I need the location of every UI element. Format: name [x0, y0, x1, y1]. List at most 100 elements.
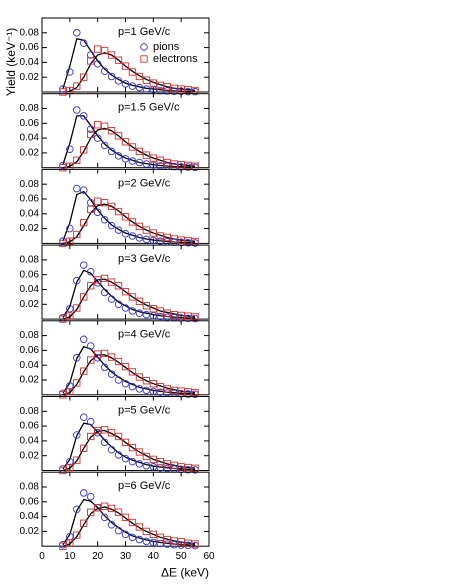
y-tick-label: 0.08	[20, 179, 40, 190]
y-tick-label: 0.02	[20, 299, 40, 310]
electron-marker	[170, 311, 178, 319]
electron-marker	[107, 202, 116, 211]
electron-marker	[135, 297, 144, 305]
pion-marker	[149, 463, 158, 471]
electron-marker	[135, 72, 144, 81]
electron-marker	[170, 386, 178, 395]
pion-marker	[86, 417, 95, 426]
pion-marker	[73, 184, 81, 193]
pion-marker	[93, 354, 102, 362]
electron-marker	[114, 207, 123, 216]
electron-marker	[114, 282, 123, 290]
electron-marker	[114, 508, 123, 516]
panel-label: p=1.5 GeV/c	[118, 102, 180, 114]
electron-marker	[177, 463, 185, 471]
electron-marker	[184, 388, 192, 396]
electron-marker	[59, 315, 67, 323]
electron-marker	[114, 432, 123, 441]
electron-marker	[128, 68, 137, 76]
electron-marker	[80, 73, 88, 81]
electron-marker	[163, 460, 171, 468]
electron-marker	[121, 288, 130, 296]
electron-marker	[163, 83, 171, 91]
pion-marker	[128, 533, 137, 542]
panel-label: p=2 GeV/c	[118, 177, 171, 189]
electron-marker	[163, 158, 171, 167]
electron-marker	[59, 239, 67, 248]
electron-marker	[142, 527, 151, 536]
x-tick-label: 50	[176, 551, 188, 562]
pion-marker	[149, 538, 158, 547]
pion-marker	[121, 155, 130, 163]
y-tick-label: 0.08	[20, 330, 40, 341]
pion-marker	[86, 125, 95, 133]
electron-marker	[59, 391, 67, 399]
electron-marker	[73, 531, 81, 539]
pion-marker	[79, 39, 88, 47]
pion-marker	[114, 77, 123, 85]
y-tick-label: 0.04	[20, 436, 40, 447]
pion-marker	[86, 492, 95, 501]
electron-marker	[107, 278, 116, 286]
pion-marker	[128, 382, 137, 391]
electron-marker	[80, 367, 88, 375]
pion-marker	[142, 235, 151, 244]
electron-marker	[128, 293, 137, 301]
electron-marker	[184, 86, 192, 94]
pion-marker	[142, 386, 151, 395]
electron-marker	[73, 304, 81, 312]
pion-marker	[128, 157, 137, 165]
x-tick-label: 30	[120, 551, 132, 562]
electron-marker	[121, 363, 130, 371]
electron-marker	[191, 313, 199, 321]
pion-marker	[135, 83, 144, 92]
electron-marker	[80, 519, 88, 527]
y-tick-label: 0.08	[20, 482, 40, 493]
y-tick-label: 0.06	[20, 496, 40, 507]
y-tick-label: 0.02	[20, 526, 40, 537]
pion-marker	[79, 261, 88, 269]
pion-marker	[73, 431, 81, 439]
pion-marker	[135, 234, 144, 242]
pion-marker	[73, 29, 81, 37]
pion-marker	[107, 295, 116, 303]
electron-marker	[107, 51, 116, 59]
pion-marker	[121, 379, 130, 388]
pion-marker	[128, 232, 137, 240]
pion-marker	[100, 363, 109, 372]
electron-marker	[66, 388, 74, 396]
electron-marker	[177, 387, 185, 395]
y-tick-label: 0.06	[20, 421, 40, 432]
pion-marker	[93, 134, 102, 142]
pion-marker	[73, 354, 81, 362]
y-tick-label: 0.02	[20, 72, 40, 83]
pion-marker	[100, 141, 109, 150]
electron-marker	[177, 236, 185, 244]
y-tick-label: 0.04	[20, 208, 40, 219]
electron-marker	[149, 305, 157, 313]
y-tick-label: 0.02	[20, 375, 40, 386]
pion-marker	[100, 513, 109, 522]
y-tick-label: 0.02	[20, 223, 40, 234]
y-tick-label: 0.04	[20, 360, 40, 371]
electron-marker	[107, 504, 116, 513]
electron-marker	[128, 518, 137, 527]
electron-marker	[184, 463, 192, 472]
electron-marker	[170, 84, 178, 92]
electron-marker	[135, 448, 144, 456]
electron-marker	[184, 237, 192, 245]
electron-marker	[128, 143, 137, 151]
y-tick-label: 0.08	[20, 103, 40, 114]
y-tick-label: 0.02	[20, 450, 40, 461]
pion-marker	[135, 158, 144, 167]
electron-marker	[184, 312, 192, 320]
electron-marker	[149, 455, 157, 464]
pion-marker	[114, 152, 123, 160]
electron-marker	[100, 274, 109, 283]
electron-marker	[177, 538, 185, 546]
y-tick-label: 0.06	[20, 194, 40, 205]
electron-marker	[177, 85, 185, 93]
panel-label: p=3 GeV/c	[118, 253, 171, 265]
